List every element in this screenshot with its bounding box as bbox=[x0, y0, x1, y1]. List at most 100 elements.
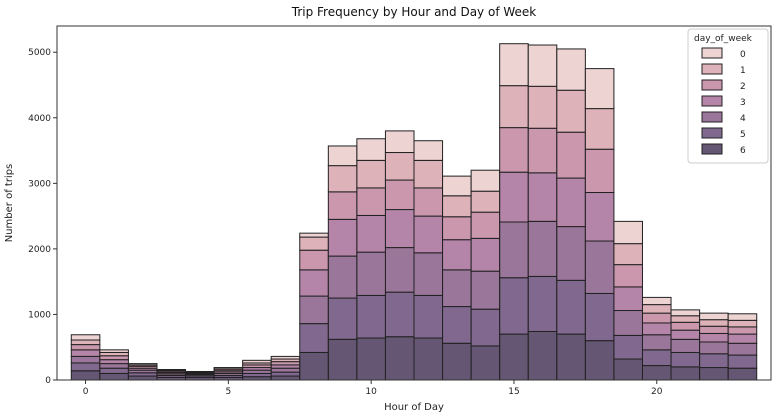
bar-segment bbox=[613, 334, 643, 360]
bar-segment bbox=[584, 148, 615, 194]
x-axis: 0 5 10 15 20 bbox=[83, 380, 663, 397]
bar-segment bbox=[413, 294, 444, 339]
bar-segment bbox=[327, 255, 358, 299]
bar-segment bbox=[442, 195, 472, 218]
bar-segment bbox=[641, 312, 672, 324]
bar-segment bbox=[499, 221, 529, 279]
bar-segment bbox=[270, 375, 301, 381]
bar-segment bbox=[499, 333, 529, 381]
legend-swatch bbox=[701, 79, 723, 91]
bar-segment bbox=[99, 367, 129, 374]
bar-segment bbox=[527, 220, 558, 277]
bar-segment bbox=[99, 372, 129, 381]
legend-title: day_of_week bbox=[694, 34, 753, 44]
bar-segment bbox=[99, 363, 129, 369]
plot-area bbox=[70, 43, 758, 381]
bar-segment bbox=[242, 359, 272, 364]
bar-segment bbox=[99, 349, 129, 353]
bar-segment bbox=[413, 215, 444, 254]
bar-segment bbox=[299, 249, 329, 271]
bar-segment bbox=[70, 355, 101, 364]
bar-segment bbox=[327, 338, 358, 381]
legend-label: 2 bbox=[740, 82, 746, 92]
y-axis-label: Number of trips bbox=[4, 164, 15, 243]
legend-label: 1 bbox=[740, 66, 746, 76]
bar-segment bbox=[556, 279, 586, 335]
bar-segment bbox=[156, 369, 187, 371]
bar-segment bbox=[99, 359, 129, 365]
bar-segment bbox=[556, 48, 586, 91]
bar-segment bbox=[727, 319, 758, 328]
legend-box bbox=[687, 28, 769, 164]
bar-segment bbox=[499, 277, 529, 335]
bar-segment bbox=[99, 355, 129, 361]
bar-segment bbox=[356, 214, 386, 253]
x-tick-label: 10 bbox=[365, 387, 377, 397]
bar-segment bbox=[641, 304, 672, 314]
bar-segment bbox=[327, 165, 358, 193]
bar-segment bbox=[470, 270, 501, 310]
bar-segment bbox=[299, 351, 329, 381]
chart-title: Trip Frequency by Hour and Day of Week bbox=[291, 5, 537, 19]
bar-segment bbox=[327, 218, 358, 257]
bar-segment bbox=[356, 187, 386, 216]
bar-segment bbox=[613, 220, 643, 245]
bar-segment bbox=[727, 367, 758, 381]
bar-segment bbox=[356, 294, 386, 339]
bar-segment bbox=[556, 89, 586, 133]
bar-segment bbox=[699, 312, 729, 321]
bar-segment bbox=[527, 44, 558, 87]
bar-segment bbox=[270, 371, 301, 377]
bar-segment bbox=[327, 191, 358, 220]
y-tick-label: 1000 bbox=[28, 310, 51, 320]
bar-segment bbox=[384, 336, 415, 381]
x-axis-label: Hour of Day bbox=[384, 402, 444, 413]
bar-segment bbox=[727, 333, 758, 344]
bar-segment bbox=[470, 190, 501, 213]
bar-segment bbox=[413, 140, 444, 161]
bar-segment bbox=[499, 171, 529, 223]
y-tick-label: 2000 bbox=[28, 245, 51, 255]
bar-segment bbox=[699, 332, 729, 343]
bar-segment bbox=[584, 68, 615, 110]
bar-segment bbox=[470, 308, 501, 347]
x-tick-label: 15 bbox=[508, 387, 519, 397]
bar-segment bbox=[641, 296, 672, 306]
bar-segment bbox=[584, 192, 615, 242]
bar-segment bbox=[413, 252, 444, 296]
bar-segment bbox=[356, 337, 386, 381]
legend-swatch bbox=[701, 127, 723, 139]
x-tick-label: 0 bbox=[83, 387, 89, 397]
legend-label: 0 bbox=[740, 50, 746, 60]
bar-segment bbox=[70, 370, 101, 381]
bar-segment bbox=[613, 358, 643, 381]
bar-segment bbox=[299, 269, 329, 297]
y-tick-label: 0 bbox=[45, 376, 51, 386]
bar-segment bbox=[356, 159, 386, 189]
bar-segment bbox=[442, 216, 472, 241]
legend-swatch bbox=[701, 111, 723, 123]
bar-segment bbox=[470, 211, 501, 239]
bar-segment bbox=[270, 355, 301, 360]
bar-segment bbox=[670, 351, 701, 368]
bar-segment bbox=[470, 169, 501, 192]
bar-segment bbox=[470, 237, 501, 272]
bar-segment bbox=[70, 349, 101, 357]
bar-segment bbox=[499, 127, 529, 173]
bar-segment bbox=[70, 344, 101, 351]
legend-label: 6 bbox=[740, 146, 746, 156]
bar-segment bbox=[727, 313, 758, 321]
bar-segment bbox=[213, 367, 244, 370]
legend: day_of_week 0 1 2 3 4 5 6 bbox=[687, 28, 769, 164]
legend-swatch bbox=[701, 95, 723, 107]
bar-segment bbox=[527, 172, 558, 222]
bar-segment bbox=[527, 275, 558, 332]
bar-segment bbox=[384, 152, 415, 181]
bar-segment bbox=[384, 130, 415, 154]
bar-segment bbox=[527, 330, 558, 381]
bar-segment bbox=[584, 240, 615, 294]
bar-segment bbox=[442, 175, 472, 197]
bar-segment bbox=[613, 243, 643, 266]
bar-segment bbox=[699, 325, 729, 334]
bar-segment bbox=[270, 367, 301, 373]
